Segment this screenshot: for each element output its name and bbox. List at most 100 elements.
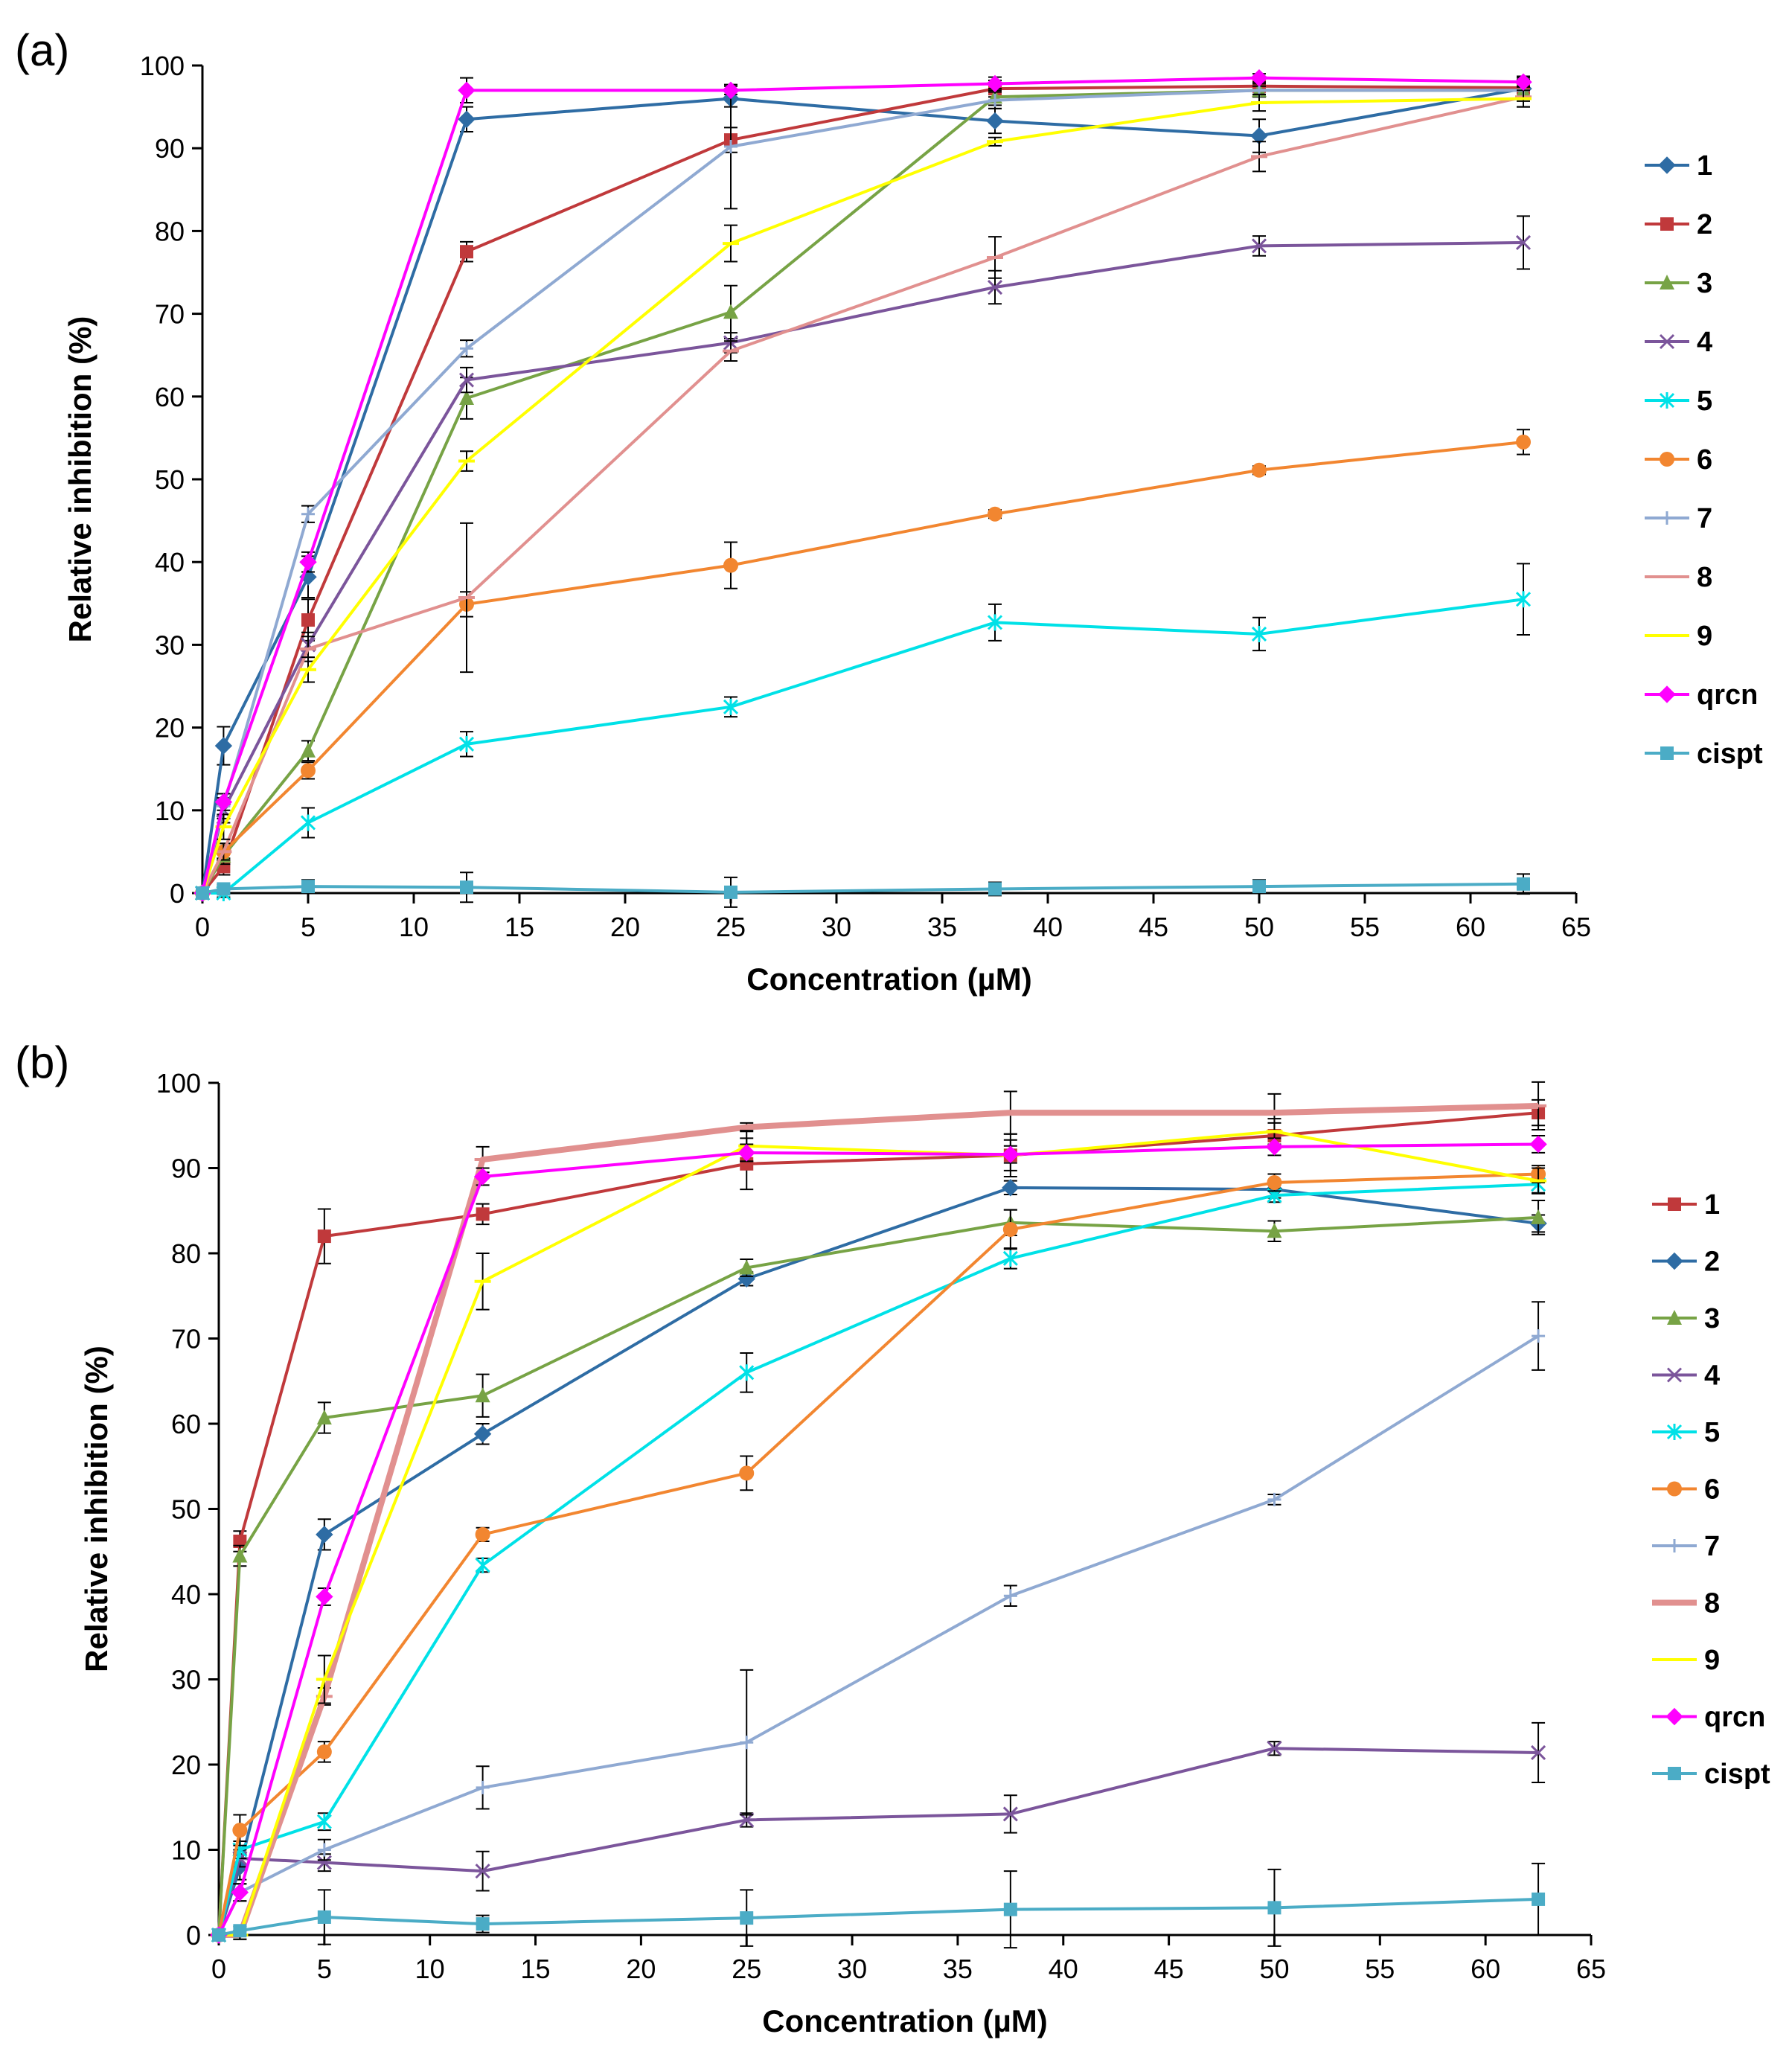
series-2: [210, 1179, 1547, 1944]
data-point-1: [458, 110, 476, 128]
legend-label: 4: [1697, 327, 1712, 358]
data-point-6: [316, 1744, 332, 1759]
data-point-qrcn: [1265, 1138, 1284, 1156]
series-line-7: [217, 1334, 1540, 1936]
data-point-7: [1267, 1492, 1281, 1506]
x-tick-label: 65: [1576, 1954, 1606, 1984]
data-point-cispt: [1003, 1902, 1017, 1916]
x-tick-label: 60: [1456, 912, 1485, 942]
data-point-5: [316, 1813, 332, 1830]
legend-marker: [1665, 1252, 1683, 1270]
x-tick-label: 5: [301, 912, 316, 942]
y-tick-label: 30: [171, 1665, 201, 1695]
x-tick-label: 45: [1139, 912, 1168, 942]
x-tick-label: 35: [927, 912, 957, 942]
legend-label: 6: [1697, 444, 1712, 476]
series-1: [193, 75, 1532, 902]
legend-item-3: 3: [1652, 1303, 1720, 1334]
legend-label: qrcn: [1697, 679, 1758, 711]
legend-item-cispt: cispt: [1652, 1759, 1770, 1790]
legend-item-5: 5: [1652, 1417, 1720, 1448]
legend-a: 1 2 3 4 5 6 7 8 9 qrcn cispt: [1645, 150, 1763, 770]
data-point-5: [739, 1364, 755, 1381]
legend-label: 8: [1704, 1588, 1720, 1619]
data-point-qrcn: [737, 1144, 755, 1162]
x-tick-label: 20: [626, 1954, 656, 1984]
y-tick-label: 80: [171, 1238, 201, 1269]
axes-a: 0 10 20 30 40 50 60 70 80 90 100 0 5 10 15 20 25 30 35 40 45…: [140, 51, 1591, 942]
legend-item-7: 7: [1652, 1531, 1720, 1562]
series-line-8: [219, 1102, 1539, 1938]
data-point-1: [317, 1229, 331, 1244]
x-tick-label: 50: [1259, 1954, 1289, 1984]
x-tick-label: 65: [1561, 912, 1591, 942]
data-point-cispt: [1267, 1901, 1281, 1915]
data-point-7: [301, 507, 315, 521]
data-point-qrcn: [1250, 68, 1268, 87]
y-tick-label: 20: [155, 713, 185, 743]
series-line-5: [202, 598, 1524, 895]
legend-item-3: 3: [1645, 268, 1712, 299]
data-point-6: [1002, 1221, 1018, 1237]
legend-label: 9: [1697, 621, 1712, 652]
data-point-7: [740, 1736, 754, 1750]
legend-item-qrcn: qrcn: [1645, 679, 1758, 711]
data-point-7: [476, 1780, 490, 1794]
legend-item-8: 8: [1652, 1588, 1720, 1619]
legend-item-1: 1: [1652, 1189, 1720, 1221]
series-cispt: [196, 872, 1530, 908]
x-tick-label: 15: [521, 1954, 551, 1984]
legend-marker: [1660, 452, 1674, 467]
y-tick-label: 50: [171, 1494, 201, 1525]
legend-label: cispt: [1704, 1759, 1770, 1790]
data-point-4: [1515, 234, 1532, 251]
data-point-cispt: [196, 886, 209, 900]
x-tick-label: 40: [1049, 1954, 1078, 1984]
legend-item-qrcn: qrcn: [1652, 1702, 1765, 1733]
x-tick-label: 25: [716, 912, 746, 942]
legend-label: 4: [1704, 1360, 1720, 1392]
data-point-5: [300, 814, 316, 831]
data-point-7: [1003, 1589, 1017, 1603]
series-9: [194, 89, 1532, 895]
legend-item-8: 8: [1645, 562, 1712, 593]
series-line-qrcn: [201, 76, 1524, 894]
data-point-7: [1532, 1329, 1546, 1343]
y-axis-title-b: Relative inhibition (%): [79, 1346, 114, 1672]
legend-item-6: 6: [1645, 444, 1712, 476]
data-point-3: [459, 390, 474, 406]
y-axis-title-a: Relative inhibition (%): [63, 316, 97, 643]
series-line-9: [219, 1130, 1539, 1937]
data-point-2: [301, 613, 315, 627]
series-line-6: [217, 1172, 1539, 1936]
data-point-3: [301, 742, 316, 758]
data-point-cispt: [301, 880, 315, 894]
series-line-qrcn: [217, 1142, 1539, 1936]
series-line-7: [201, 89, 1523, 894]
x-tick-label: 25: [732, 1954, 761, 1984]
y-tick-label: 60: [155, 382, 185, 412]
x-tick-label: 50: [1244, 912, 1274, 942]
data-point-qrcn: [316, 1587, 333, 1606]
data-point-6: [1252, 462, 1267, 478]
data-point-6: [301, 763, 316, 778]
data-point-1: [740, 1157, 754, 1171]
data-point-1: [986, 112, 1004, 130]
panel-label-a: (a): [15, 25, 69, 75]
x-tick-label: 20: [610, 912, 640, 942]
x-tick-label: 5: [317, 1954, 332, 1984]
legend-marker: [1666, 1424, 1683, 1440]
data-point-2: [460, 245, 473, 259]
legend-label: cispt: [1697, 738, 1763, 770]
legend-item-2: 2: [1645, 209, 1712, 240]
y-tick-label: 100: [156, 1068, 201, 1098]
legend-label: 5: [1704, 1417, 1720, 1448]
legend-marker: [1668, 1539, 1681, 1552]
data-point-7: [724, 139, 737, 153]
legend-marker: [1668, 1197, 1681, 1211]
data-point-qrcn: [299, 553, 317, 571]
data-point-cispt: [1517, 877, 1530, 891]
panel-label-b: (b): [15, 1037, 69, 1087]
series-line-cispt: [202, 882, 1524, 895]
data-point-cispt: [212, 1928, 225, 1942]
